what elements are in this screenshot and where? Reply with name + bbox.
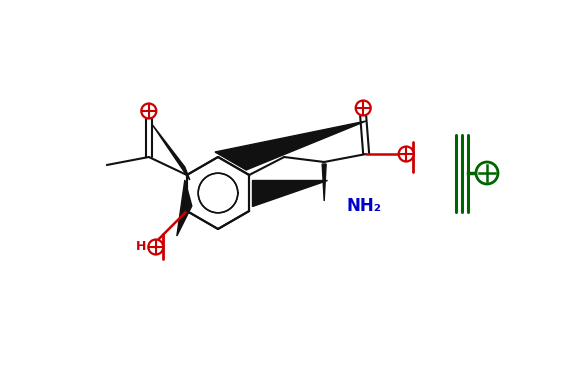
Circle shape (149, 239, 164, 255)
Text: H: H (135, 241, 146, 253)
Polygon shape (152, 124, 190, 180)
Circle shape (399, 147, 414, 162)
Polygon shape (215, 121, 366, 170)
Circle shape (141, 103, 156, 119)
Polygon shape (252, 180, 327, 206)
Circle shape (355, 100, 371, 116)
Text: NH₂: NH₂ (346, 197, 381, 215)
Polygon shape (177, 180, 192, 236)
Polygon shape (322, 164, 326, 201)
Circle shape (476, 162, 498, 184)
